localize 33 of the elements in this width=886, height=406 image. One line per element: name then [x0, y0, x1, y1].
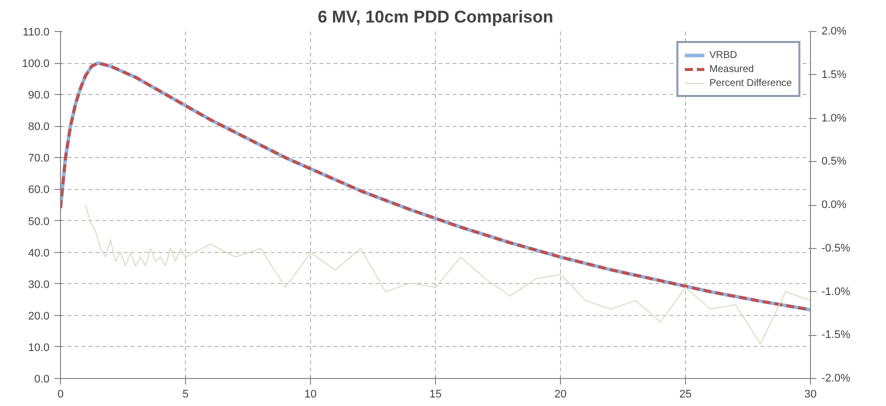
y-tick-label: 30.0 [28, 278, 50, 291]
chart-title: 6 MV, 10cm PDD Comparison [318, 8, 554, 26]
line-series [85, 204, 810, 344]
y-tick-label: 80.0 [28, 121, 50, 134]
y-tick-label: 20.0 [28, 310, 50, 322]
x-tick-label: 30 [804, 388, 817, 400]
y2-tick-label: -1.0% [822, 286, 850, 298]
x-tick-label: 10 [304, 388, 317, 400]
y2-tick-label: 0.0% [822, 199, 847, 211]
y-tick-label: 50.0 [28, 216, 50, 228]
y2-tick-label: -0.5% [822, 242, 850, 254]
y-tick-label: 0.0 [34, 374, 50, 386]
y-tick-label: 110.0 [22, 26, 50, 38]
y-tick-label: 40.0 [28, 247, 50, 260]
y2-tick-label: 1.0% [822, 112, 847, 124]
x-tick-label: 15 [429, 388, 442, 400]
y2-tick-label: -2.0% [822, 372, 850, 384]
y-tick-label: 10.0 [28, 342, 50, 354]
legend-label: VRBD [709, 49, 738, 61]
y-tick-label: 90.0 [28, 90, 50, 102]
y2-tick-label: 0.5% [822, 156, 847, 168]
x-tick-label: 20 [554, 388, 567, 400]
y-tick-label: 60.0 [28, 184, 50, 196]
legend-label: Measured [709, 63, 754, 75]
y2-tick-label: 1.5% [822, 68, 847, 81]
legend-label: Percent Difference [709, 77, 792, 89]
x-tick-label: 5 [182, 388, 189, 400]
y-tick-label: 100.0 [22, 58, 50, 70]
x-tick-label: 25 [679, 388, 692, 400]
y2-tick-label: -1.5% [822, 329, 850, 342]
y2-tick-label: 2.0% [822, 26, 847, 38]
x-tick-label: 0 [57, 388, 64, 400]
y-tick-label: 70.0 [28, 152, 50, 165]
